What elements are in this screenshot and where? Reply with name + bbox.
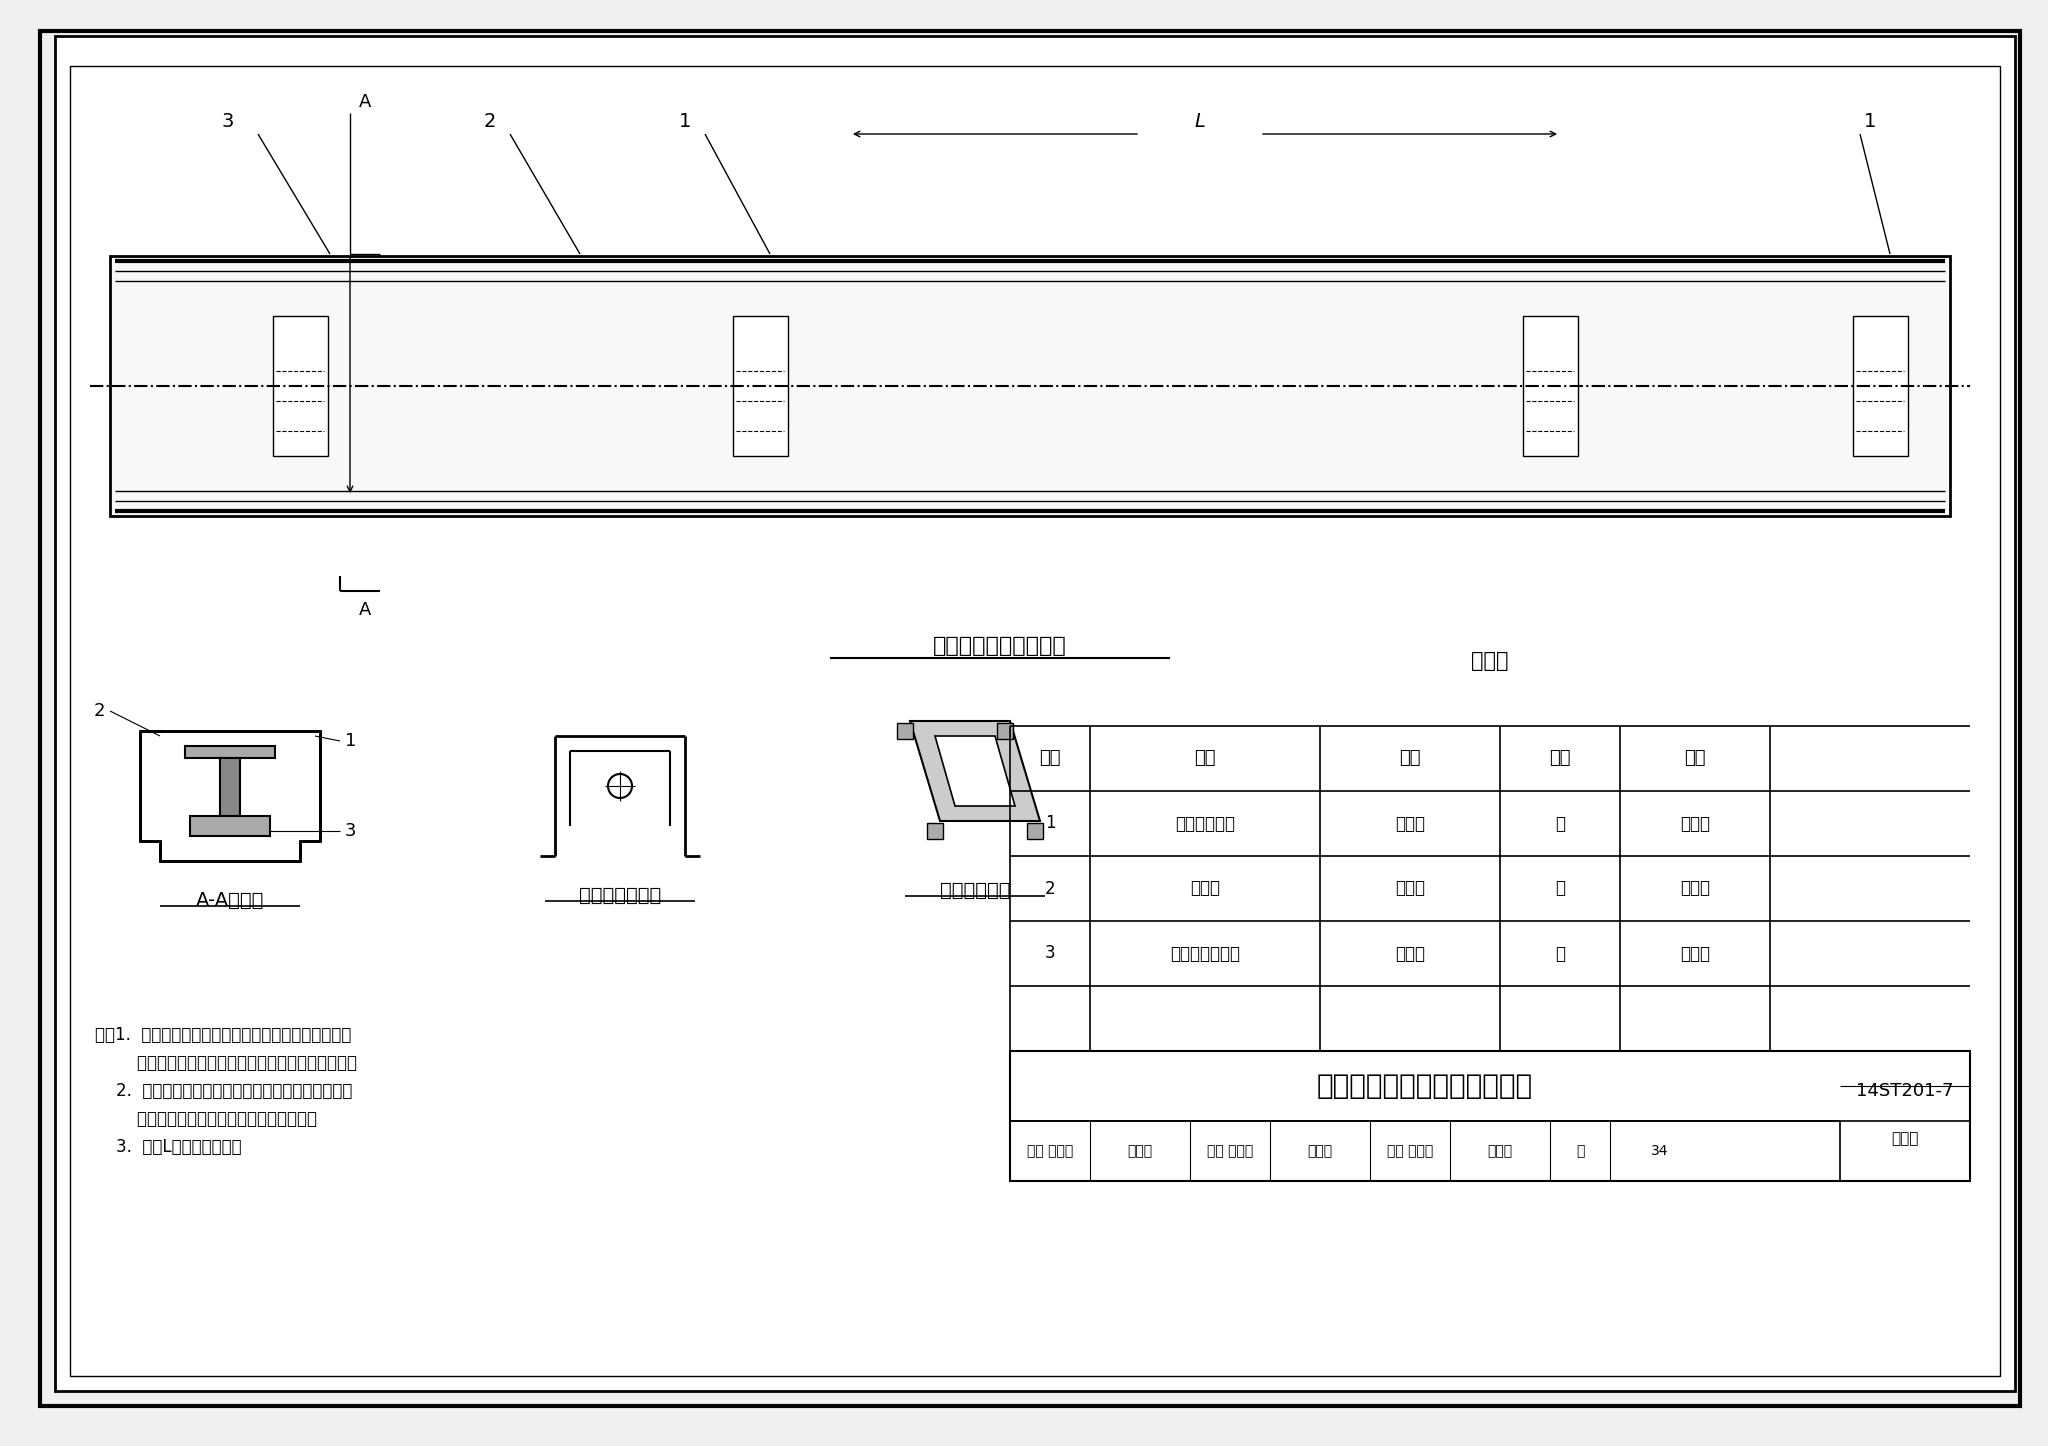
Text: 钢、铝: 钢、铝 <box>1395 944 1425 963</box>
Text: 支撑卡侧立面图: 支撑卡侧立面图 <box>580 886 662 905</box>
Text: 材料表: 材料表 <box>1470 651 1509 671</box>
Text: A-A剖面图: A-A剖面图 <box>197 891 264 910</box>
Text: 1: 1 <box>344 732 356 750</box>
Bar <box>897 723 913 739</box>
Text: 护罩安装时根据不同跨距选择不同长度的防护罩。: 护罩安装时根据不同跨距选择不同长度的防护罩。 <box>94 1054 356 1071</box>
Bar <box>928 823 942 839</box>
Text: 防护罩: 防护罩 <box>1190 879 1221 898</box>
Text: 2.  防护罩安装前应清理掉接触轨上面的杂物，安装: 2. 防护罩安装前应清理掉接触轨上面的杂物，安装 <box>94 1082 352 1100</box>
Bar <box>184 746 274 758</box>
Text: 件: 件 <box>1554 814 1565 833</box>
Text: 按设计: 按设计 <box>1679 814 1710 833</box>
Text: 按设计: 按设计 <box>1679 879 1710 898</box>
Text: A: A <box>358 602 371 619</box>
Text: 14ST201-7: 14ST201-7 <box>1855 1082 1954 1100</box>
Bar <box>190 816 270 836</box>
Text: 1: 1 <box>1044 814 1055 833</box>
Text: 3.  图中L为设计给定值。: 3. 图中L为设计给定值。 <box>94 1138 242 1155</box>
Text: 刘占明: 刘占明 <box>1487 1144 1513 1158</box>
Text: 单位: 单位 <box>1548 749 1571 768</box>
Text: 高红刀: 高红刀 <box>1128 1144 1153 1158</box>
Text: 3: 3 <box>1044 944 1055 963</box>
Text: 审核 葛义飞: 审核 葛义飞 <box>1026 1144 1073 1158</box>
Text: 3: 3 <box>344 821 356 840</box>
Text: 校对 蔡志刚: 校对 蔡志刚 <box>1206 1144 1253 1158</box>
Text: 2: 2 <box>94 701 104 720</box>
Text: 1: 1 <box>678 111 690 132</box>
Bar <box>111 256 1950 516</box>
Bar <box>733 317 788 455</box>
Text: 支撑卡俯视图: 支撑卡俯视图 <box>940 881 1010 899</box>
Bar <box>219 758 240 816</box>
Text: A: A <box>358 93 371 111</box>
Text: 防护罩支撑卡: 防护罩支撑卡 <box>1176 814 1235 833</box>
Text: 图集号: 图集号 <box>1890 1132 1919 1147</box>
Bar <box>1010 1051 1970 1181</box>
Text: 玻璃钢: 玻璃钢 <box>1395 814 1425 833</box>
Text: 套: 套 <box>1554 944 1565 963</box>
Bar <box>1853 317 1909 455</box>
Text: 注：1.  防护罩支撑安装时按设计要求间隔进行布置。防: 注：1. 防护罩支撑安装时按设计要求间隔进行布置。防 <box>94 1027 352 1044</box>
Text: 下接触式接触轨防护罩安装图: 下接触式接触轨防护罩安装图 <box>1317 1071 1534 1100</box>
Text: 材料: 材料 <box>1399 749 1421 768</box>
Text: 页: 页 <box>1575 1144 1585 1158</box>
Text: 块: 块 <box>1554 879 1565 898</box>
Text: 序号: 序号 <box>1038 749 1061 768</box>
Text: 34: 34 <box>1651 1144 1669 1158</box>
Text: 设计 封书鹏: 设计 封书鹏 <box>1386 1144 1434 1158</box>
Bar <box>1524 317 1579 455</box>
Polygon shape <box>909 722 1040 821</box>
Text: 钢铝复合接触轨: 钢铝复合接触轨 <box>1169 944 1239 963</box>
Text: 2: 2 <box>483 111 496 132</box>
Text: 蔡志刚: 蔡志刚 <box>1307 1144 1333 1158</box>
Text: 数量: 数量 <box>1683 749 1706 768</box>
Text: 名称: 名称 <box>1194 749 1217 768</box>
Text: 1: 1 <box>1864 111 1876 132</box>
Polygon shape <box>936 736 1016 805</box>
Text: 玻璃钢: 玻璃钢 <box>1395 879 1425 898</box>
Bar <box>997 723 1014 739</box>
Bar <box>1026 823 1042 839</box>
Text: L: L <box>1194 111 1206 132</box>
Text: 2: 2 <box>1044 879 1055 898</box>
Text: 按设计: 按设计 <box>1679 944 1710 963</box>
Text: 3: 3 <box>221 111 233 132</box>
Bar <box>272 317 328 455</box>
Text: 接触轨防护罩正立面图: 接触轨防护罩正立面图 <box>934 636 1067 656</box>
Text: 过程中不可用重物锤击方式使零件就位。: 过程中不可用重物锤击方式使零件就位。 <box>94 1111 317 1128</box>
